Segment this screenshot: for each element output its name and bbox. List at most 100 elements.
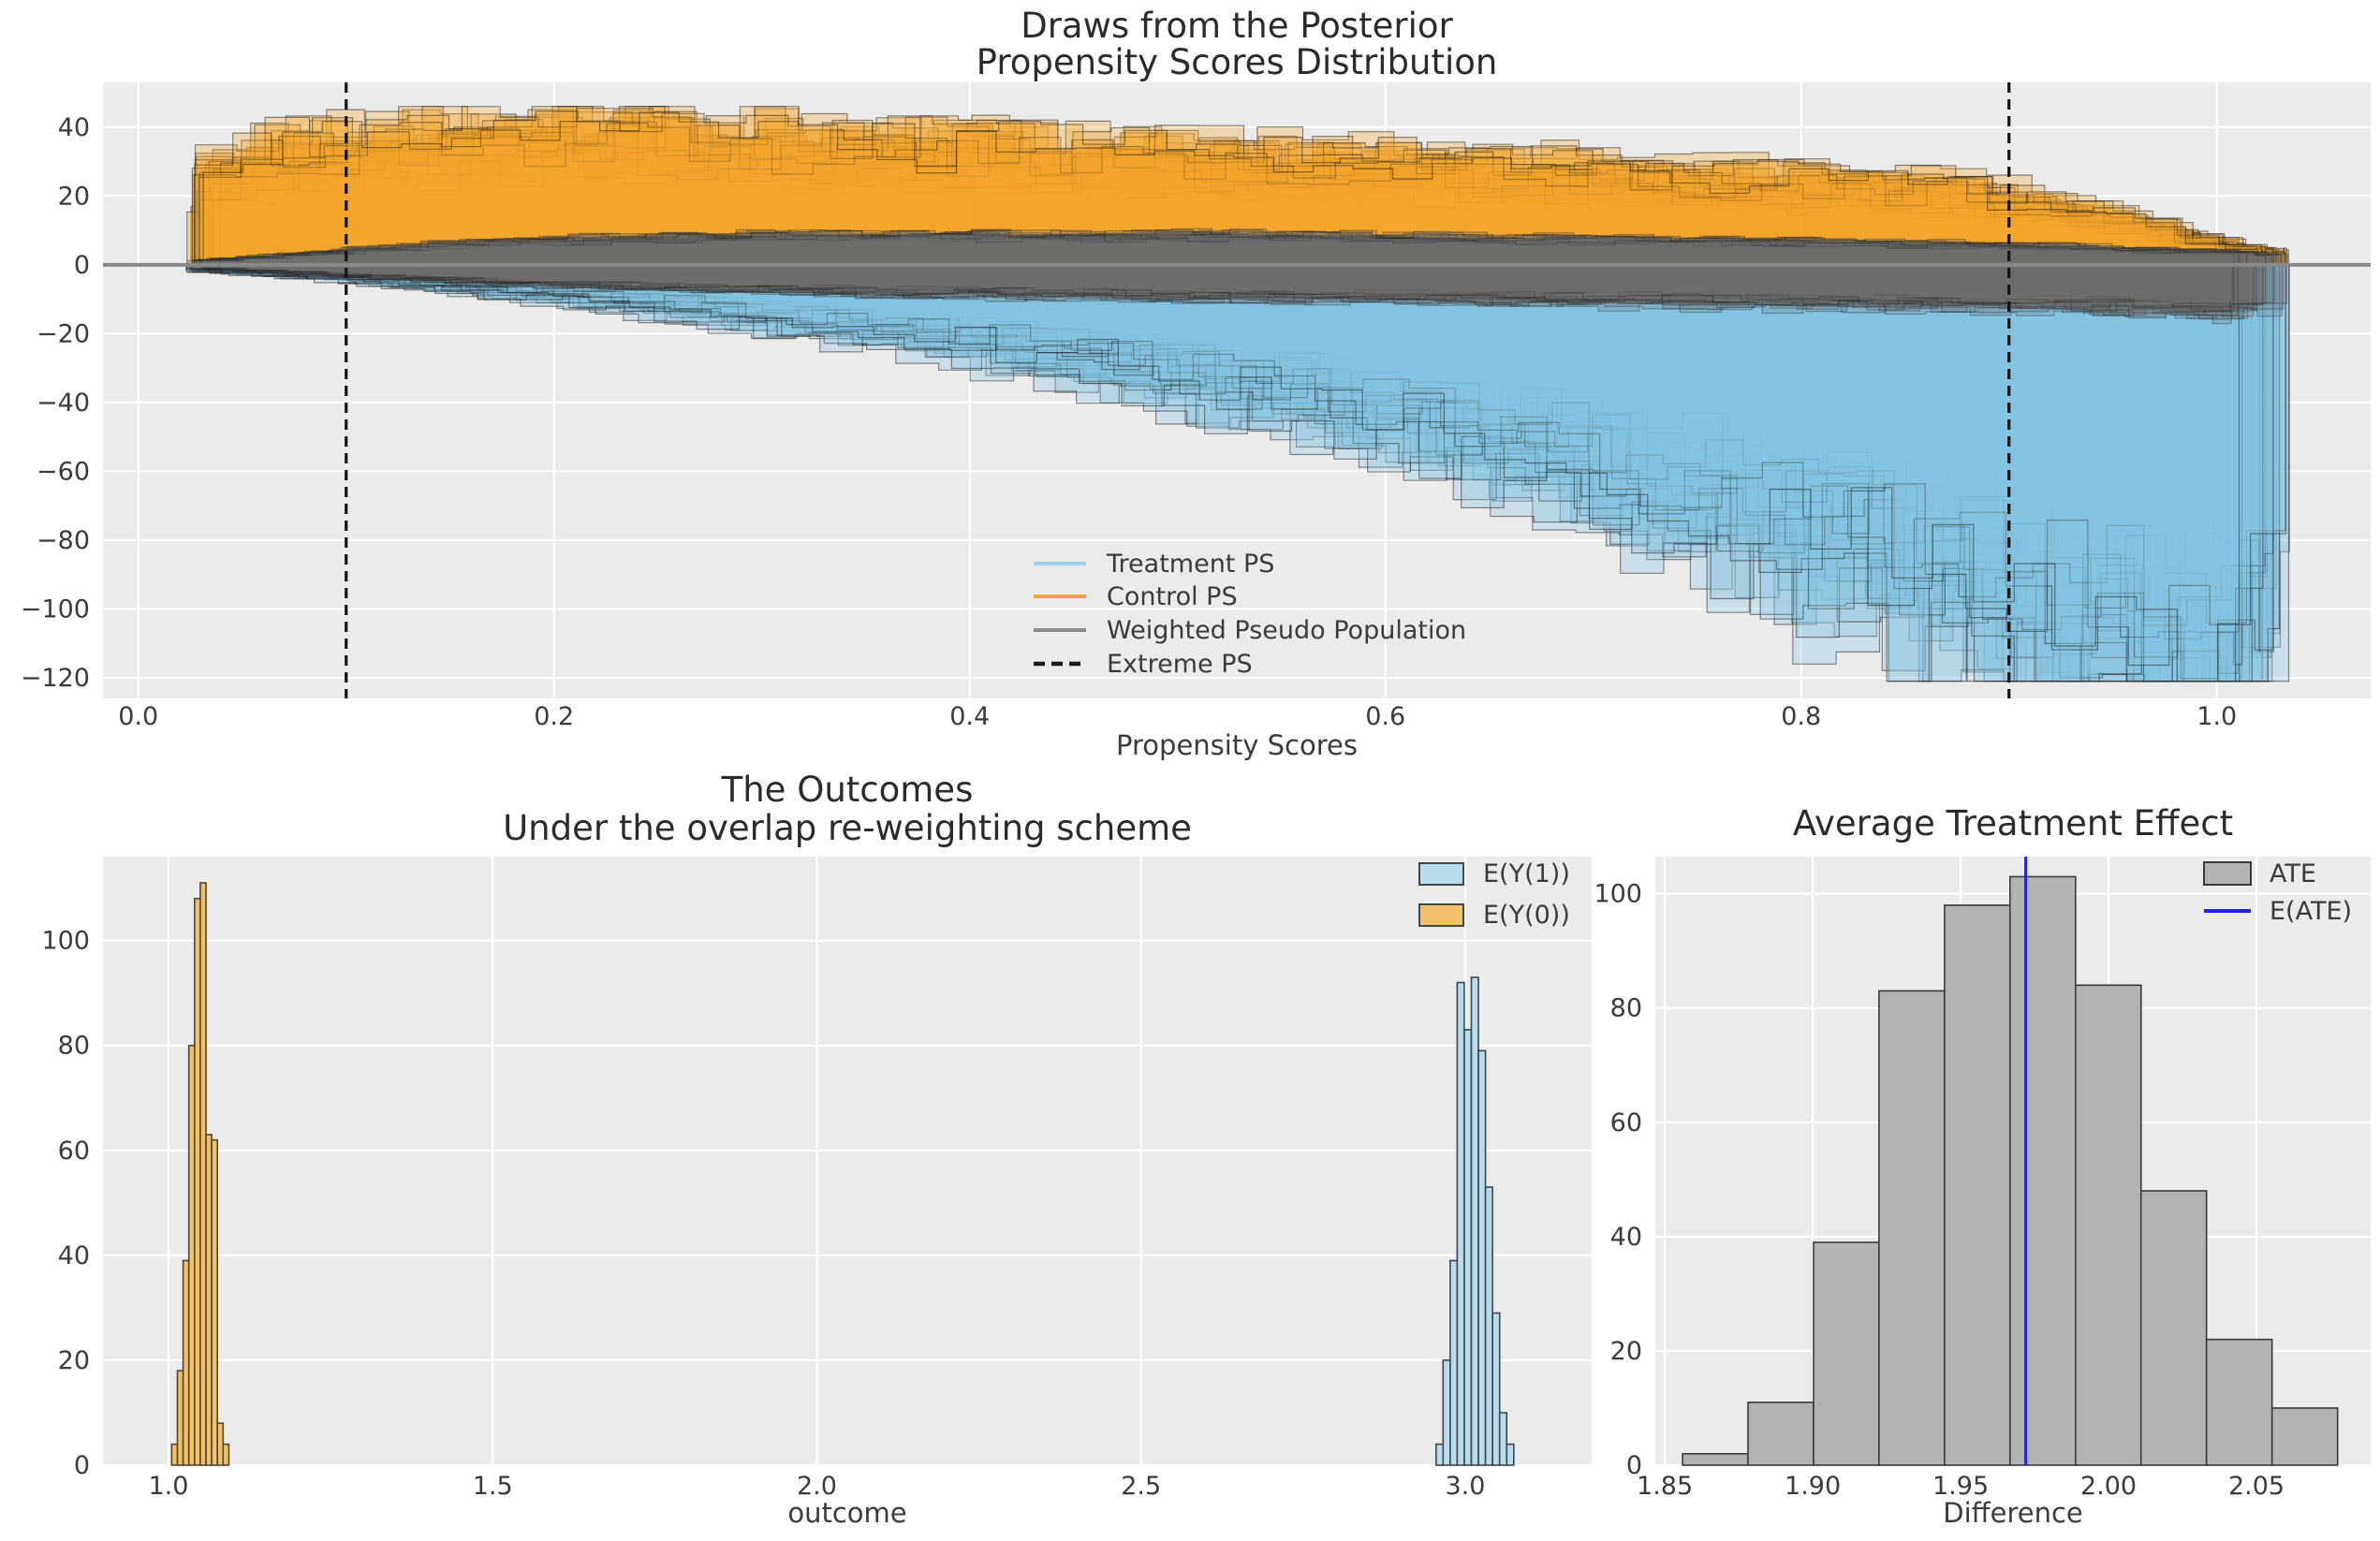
legend-entry-control-ps: Control PS <box>1034 582 1238 611</box>
weighted-pseudo-population-draw <box>218 230 2249 266</box>
x-tick-label: 0.8 <box>1781 702 1821 731</box>
outcomes-bars <box>170 882 1515 1466</box>
treatment-ps-histogram-draw <box>216 264 2287 667</box>
legend-label: Extreme PS <box>1107 650 1253 679</box>
weighted-pseudo-population-draw <box>200 234 2267 266</box>
x-tick-label: 2.05 <box>2228 1472 2285 1501</box>
weighted-pseudo-population-draw <box>196 228 2279 266</box>
x-tick-label: 3.0 <box>1445 1472 1485 1501</box>
treatment-ps-histogram-draw <box>189 264 2263 682</box>
ate-bars <box>1682 875 2339 1466</box>
ate-patch-swatch <box>2203 861 2252 886</box>
ate-chart: 1.85 1.90 1.95 2.00 2.05 0 20 40 60 80 100 Average… <box>1594 803 2371 1529</box>
histogram-bar <box>194 897 201 1466</box>
treatment-ps-histogram-draw <box>220 264 2274 680</box>
x-tick-label: 2.5 <box>1121 1472 1161 1501</box>
histogram-bar <box>2270 1407 2339 1466</box>
outcomes-tick-labels: 1.0 1.5 2.0 2.5 3.0 0 20 40 60 80 100 <box>41 927 1485 1501</box>
treatment-ps-histogram-draw <box>220 264 2237 682</box>
y-tick-label: 40 <box>1610 1223 1642 1252</box>
weighted-pseudo-population-draw <box>199 234 2247 266</box>
y-tick-label: 0 <box>1626 1451 1642 1480</box>
weighted-pseudo-population-draw <box>216 264 2234 308</box>
control-ps-histogram-draw <box>202 111 2259 266</box>
x-tick-label: 1.0 <box>2196 702 2237 731</box>
histogram-bar <box>1470 976 1479 1466</box>
histogram-bar <box>182 1259 190 1466</box>
outcomes-title-line2: Under the overlap re-weighting scheme <box>503 808 1192 848</box>
histogram-bar <box>1813 1241 1880 1466</box>
weighted-pseudo-population-draw <box>192 234 2242 266</box>
x-tick-label: 2.00 <box>2080 1472 2137 1501</box>
weighted-pseudo-population-draw <box>213 264 2256 306</box>
legend-entry-treatment-ps: Treatment PS <box>1034 550 1274 579</box>
histogram-bar <box>2009 875 2077 1466</box>
legend-entry-ey0: E(Y(0)) <box>1418 901 1570 930</box>
weighted-pseudo-population-draw <box>190 264 2255 317</box>
treatment-ps-histogram-draw <box>190 264 2286 624</box>
histogram-bar <box>205 1134 213 1466</box>
x-tick-label: 2.0 <box>797 1472 837 1501</box>
weighted-pseudo-population-draw <box>208 231 2258 266</box>
y-tick-label: −80 <box>37 526 90 555</box>
weighted-pseudo-population-draw <box>219 229 2282 266</box>
weighted-pseudo-population-draw <box>210 264 2264 305</box>
weighted-pseudo-population-draw <box>207 264 2285 310</box>
y-tick-label: −40 <box>37 389 90 418</box>
weighted-pseudo-population-draw <box>219 264 2235 319</box>
weighted-pseudo-population-draw <box>206 227 2286 266</box>
treatment-ps-histogram-draw <box>221 264 2240 682</box>
y-tick-label: 40 <box>58 1241 90 1270</box>
weighted-pseudo-population-draw <box>187 264 2256 320</box>
control-ps-histogram-draw <box>191 106 2238 266</box>
y-tick-label: 60 <box>1610 1108 1642 1137</box>
top-chart: 0.0 0.2 0.4 0.6 0.8 1.0 40 20 0 −20 −40 −60 −80 −100 −… <box>21 6 2371 761</box>
control-ps-histogram-draw <box>194 106 2263 266</box>
legend-label: ATE <box>2270 859 2316 888</box>
histogram-bar <box>2205 1338 2273 1466</box>
histogram-bar <box>216 1422 225 1466</box>
weighted-pseudo-population-draw <box>217 229 2278 266</box>
histogram-bar <box>170 1443 179 1466</box>
control-ps-histogram-draw <box>186 154 2254 266</box>
histogram-bar <box>1944 904 2011 1466</box>
histogram-bar <box>1682 1453 1749 1466</box>
histogram-bar <box>1477 1049 1487 1466</box>
weighted-pseudo-population-draw <box>199 235 2273 266</box>
treatment-ps-histogram-draw <box>214 264 2264 682</box>
outcomes-axes-background <box>103 857 1592 1465</box>
weighted-pseudo-population-draw <box>189 264 2249 319</box>
x-tick-label: 1.85 <box>1637 1472 1693 1501</box>
weighted-pseudo-population-draw <box>209 229 2230 266</box>
x-tick-label: 1.0 <box>148 1472 188 1501</box>
y-tick-label: 20 <box>58 182 90 211</box>
legend-label: E(Y(0)) <box>1483 901 1570 930</box>
weighted-pseudo-population-draw <box>213 233 2240 266</box>
ey0-patch-swatch <box>1418 903 1464 927</box>
y-tick-label: 20 <box>58 1346 90 1375</box>
weighted-pseudo-population-draw <box>205 264 2232 325</box>
y-tick-label: 40 <box>58 113 90 142</box>
y-tick-label: −120 <box>21 664 90 693</box>
ate-title: Average Treatment Effect <box>1793 803 2233 844</box>
weighted-pseudo-population-draw <box>201 264 2234 311</box>
x-tick-label: 1.95 <box>1932 1472 1989 1501</box>
histogram-bar <box>1878 990 1946 1466</box>
histogram-bar <box>1491 1312 1501 1466</box>
legend-label: E(Y(1)) <box>1483 859 1570 888</box>
treatment-ps-histogram-draw <box>185 264 2240 682</box>
y-tick-label: 0 <box>74 251 90 280</box>
x-tick-label: 1.5 <box>473 1472 513 1501</box>
y-tick-label: 100 <box>1594 880 1642 909</box>
histogram-bar <box>1442 1359 1451 1466</box>
outcomes-title-line1: The Outcomes <box>721 770 974 810</box>
control-ps-histogram-draw <box>198 114 2267 266</box>
histogram-bar <box>1449 1259 1459 1466</box>
weighted-pseudo-population-draw <box>193 235 2283 266</box>
ate-xlabel: Difference <box>1943 1497 2083 1529</box>
control-ps-histogram-draw <box>210 152 2233 266</box>
legend-entry-eate: E(ATE) <box>2204 897 2352 926</box>
y-tick-label: 80 <box>58 1032 90 1061</box>
weighted-pseudo-population-draw <box>215 234 2237 266</box>
legend-entry-weighted-pseudo-population: Weighted Pseudo Population <box>1034 616 1466 645</box>
